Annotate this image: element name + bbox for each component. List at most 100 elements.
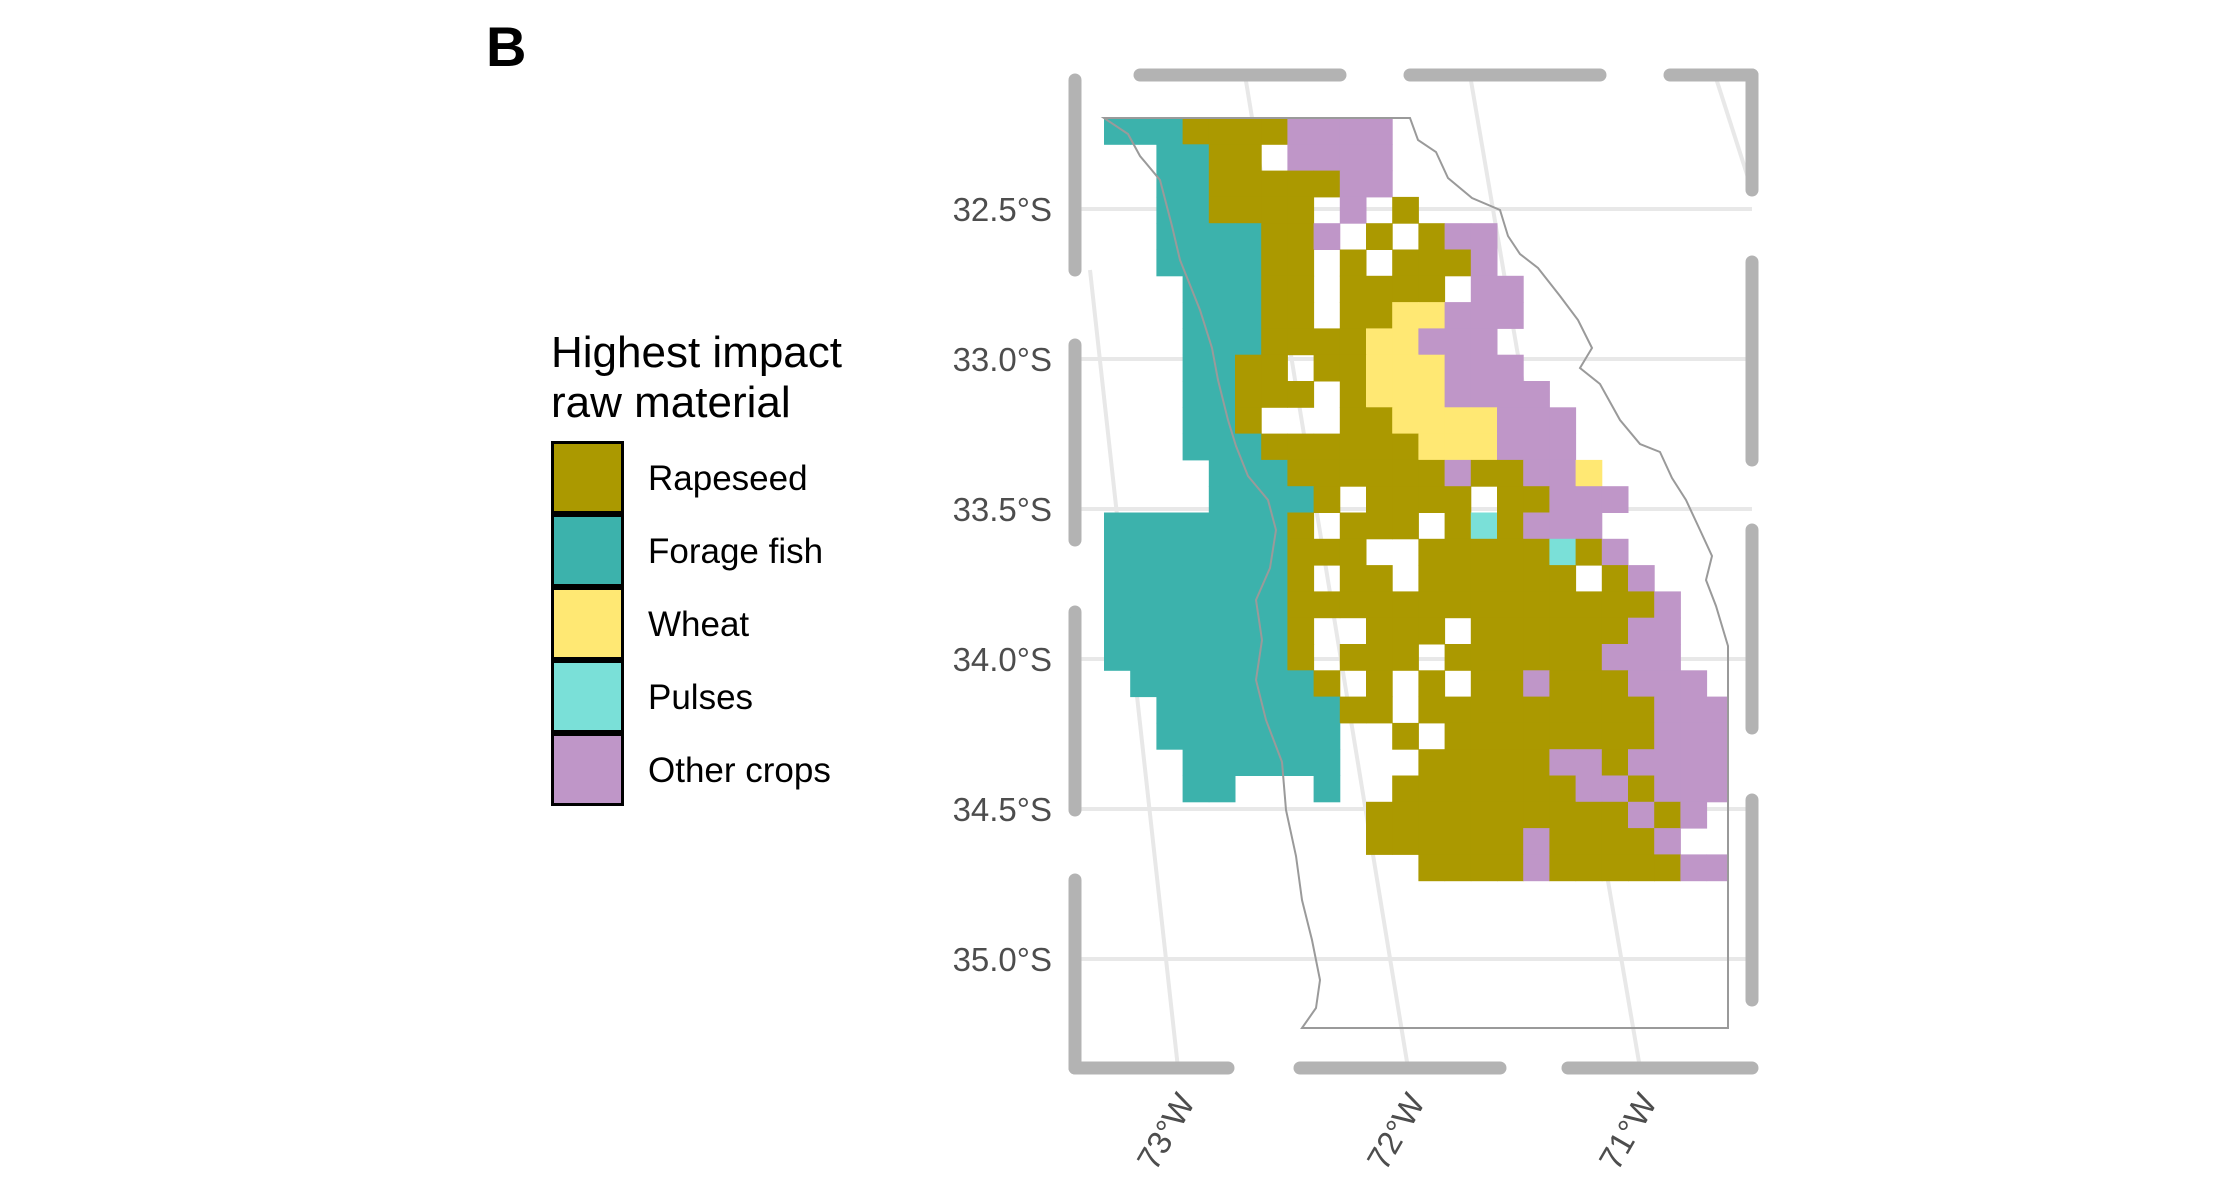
legend-swatch-rapeseed xyxy=(551,440,624,514)
raster-cell-other-crops xyxy=(1444,328,1472,356)
raster-cell-rapeseed xyxy=(1470,617,1498,645)
raster-cell-other-crops xyxy=(1601,486,1629,513)
legend-label-rapeseed: Rapeseed xyxy=(648,458,808,498)
raster-cell-rapeseed xyxy=(1523,801,1550,829)
raster-cell-rapeseed xyxy=(1287,196,1315,224)
panel-label: B xyxy=(486,15,527,78)
raster-cell-rapeseed xyxy=(1235,354,1262,382)
raster-cell-rapeseed xyxy=(1235,144,1262,172)
raster-cell-rapeseed xyxy=(1497,722,1524,750)
raster-cell-other-crops xyxy=(1706,696,1728,724)
raster-cell-rapeseed xyxy=(1418,591,1446,619)
raster-cell-rapeseed xyxy=(1470,828,1498,855)
raster-cell-rapeseed xyxy=(1549,565,1577,592)
raster-cell-other-crops xyxy=(1654,670,1681,698)
raster-cell-rapeseed xyxy=(1444,801,1472,829)
raster-cell-other-crops xyxy=(1680,670,1708,698)
raster-cell-rapeseed xyxy=(1287,591,1315,619)
raster-cell-other-crops xyxy=(1523,381,1550,408)
raster-cell-rapeseed xyxy=(1366,617,1393,645)
raster-cell-forage-fish xyxy=(1130,670,1157,698)
raster-cell-wheat xyxy=(1366,354,1393,382)
raster-cell-rapeseed xyxy=(1444,538,1472,566)
raster-cell-rapeseed xyxy=(1366,223,1393,250)
raster-cell-rapeseed xyxy=(1470,670,1498,698)
raster-cell-rapeseed xyxy=(1287,644,1315,671)
raster-cell-forage-fish xyxy=(1182,196,1210,224)
raster-cell-other-crops xyxy=(1287,144,1315,172)
raster-cell-rapeseed xyxy=(1339,696,1367,724)
raster-cell-forage-fish xyxy=(1235,459,1262,487)
raster-cell-rapeseed xyxy=(1628,722,1655,750)
raster-cell-wheat xyxy=(1470,407,1498,435)
raster-cell-rapeseed xyxy=(1392,249,1419,277)
raster-cell-rapeseed xyxy=(1392,617,1419,645)
raster-cell-rapeseed xyxy=(1418,249,1446,277)
raster-cell-other-crops xyxy=(1575,775,1603,803)
raster-cell-rapeseed xyxy=(1287,459,1315,487)
raster-cell-forage-fish xyxy=(1156,538,1184,566)
raster-cell-forage-fish xyxy=(1208,302,1236,329)
raster-cell-rapeseed xyxy=(1313,486,1341,513)
raster-cell-rapeseed xyxy=(1575,696,1603,724)
raster-cell-rapeseed xyxy=(1287,617,1315,645)
raster-cell-rapeseed xyxy=(1575,828,1603,855)
raster-cell-pulses xyxy=(1470,512,1498,540)
raster-cell-forage-fish xyxy=(1156,591,1184,619)
raster-cell-forage-fish xyxy=(1235,749,1262,776)
raster-cell-forage-fish xyxy=(1182,249,1210,277)
raster-cell-forage-fish xyxy=(1208,459,1236,487)
raster-cell-forage-fish xyxy=(1182,354,1210,382)
raster-cell-forage-fish xyxy=(1104,118,1131,145)
raster-cell-forage-fish xyxy=(1208,354,1236,382)
raster-cell-forage-fish xyxy=(1182,644,1210,671)
raster-cell-rapeseed xyxy=(1208,144,1236,172)
raster-cell-rapeseed xyxy=(1497,670,1524,698)
raster-cell-rapeseed xyxy=(1339,381,1367,408)
raster-cell-rapeseed xyxy=(1497,591,1524,619)
raster-cell-rapeseed xyxy=(1287,249,1315,277)
raster-cell-rapeseed xyxy=(1392,196,1419,224)
raster-cell-other-crops xyxy=(1706,749,1728,776)
raster-cell-other-crops xyxy=(1444,381,1472,408)
raster-cell-rapeseed xyxy=(1418,670,1446,698)
raster-cell-rapeseed xyxy=(1470,854,1498,882)
raster-cell-rapeseed xyxy=(1313,170,1341,198)
raster-cell-forage-fish xyxy=(1156,144,1184,172)
raster-cell-rapeseed xyxy=(1444,696,1472,724)
raster-cell-rapeseed xyxy=(1339,354,1367,382)
raster-cell-forage-fish xyxy=(1261,459,1288,487)
raster-cell-other-crops xyxy=(1313,223,1341,250)
legend-item-forage-fish: Forage fish xyxy=(551,513,842,588)
raster-cell-rapeseed xyxy=(1339,249,1367,277)
raster-cell-other-crops xyxy=(1313,118,1341,145)
raster-cell-rapeseed xyxy=(1208,118,1236,145)
raster-cell-rapeseed xyxy=(1287,565,1315,592)
raster-cell-other-crops xyxy=(1628,670,1655,698)
raster-cell-rapeseed xyxy=(1601,749,1629,776)
raster-cell-rapeseed xyxy=(1575,538,1603,566)
raster-cell-rapeseed xyxy=(1497,775,1524,803)
raster-cell-other-crops xyxy=(1706,854,1728,882)
raster-cell-rapeseed xyxy=(1208,196,1236,224)
raster-cell-forage-fish xyxy=(1182,670,1210,698)
longitude-tick-labels: 73°W 72°W 71°W xyxy=(1129,1086,1664,1175)
raster-cell-forage-fish xyxy=(1208,538,1236,566)
raster-cell-other-crops xyxy=(1654,617,1681,645)
raster-cell-forage-fish xyxy=(1235,223,1262,250)
raster-cell-other-crops xyxy=(1497,354,1524,382)
raster-cell-forage-fish xyxy=(1208,670,1236,698)
raster-cell-forage-fish xyxy=(1208,722,1236,750)
raster-cell-wheat xyxy=(1444,407,1472,435)
legend-title-line1: Highest impact xyxy=(551,328,843,377)
raster-cell-rapeseed xyxy=(1366,644,1393,671)
lat-label-34-0: 34.0°S xyxy=(953,641,1052,678)
raster-cell-forage-fish xyxy=(1182,381,1210,408)
raster-cell-forage-fish xyxy=(1235,538,1262,566)
raster-cell-rapeseed xyxy=(1366,407,1393,435)
raster-cell-rapeseed xyxy=(1575,644,1603,671)
raster-cell-other-crops xyxy=(1470,302,1498,329)
lat-label-33-0: 33.0°S xyxy=(953,341,1052,378)
raster-cell-rapeseed xyxy=(1418,775,1446,803)
